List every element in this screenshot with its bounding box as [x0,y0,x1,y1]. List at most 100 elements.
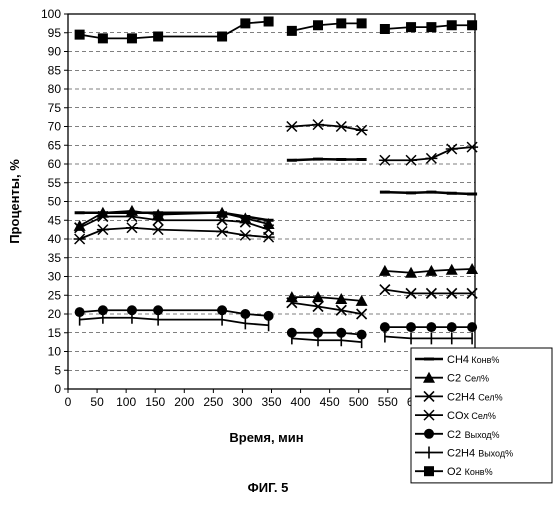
x-tick-label: 450 [320,395,340,409]
x-tick-label: 200 [174,395,194,409]
x-tick-label: 0 [65,395,72,409]
legend-label-suffix: Сел% [478,392,502,402]
series-line [385,337,472,339]
legend-label: C2 [447,373,461,385]
data-point-asterisk [97,225,109,235]
legend-label: O2 [447,466,462,478]
data-point-square [75,30,85,40]
y-tick-label: 95 [48,26,62,40]
y-tick-label: 10 [48,345,62,359]
data-point-square [98,33,108,43]
y-tick-label: 80 [48,82,62,96]
series-line [292,159,362,160]
y-ticks: 0510152025303540455055606570758085909510… [41,7,68,396]
series-line [292,23,362,31]
data-point-asterisk [126,223,138,233]
data-point-circle [467,322,477,332]
series-group [74,17,478,349]
data-point-asterisk [335,122,347,132]
data-point-square [424,466,434,476]
data-point-asterisk [466,142,478,152]
data-point-asterisk [74,234,86,244]
data-point-asterisk [286,122,298,132]
x-tick-label: 400 [291,395,311,409]
y-tick-label: 90 [48,45,62,59]
y-tick-label: 70 [48,120,62,134]
y-axis-label: Проценты, % [7,159,22,244]
y-tick-label: 40 [48,232,62,246]
data-point-asterisk [152,225,164,235]
series-line [292,297,362,301]
legend-label-suffix: Выход% [465,430,500,440]
x-tick-label: 350 [261,395,281,409]
series-asterisk [74,120,478,244]
legend: CH4Конв%C2Сел%C2H4Сел%COxСел%C2Выход%C2H… [411,348,552,483]
legend-label: COx [447,410,470,422]
x-tick-label: 550 [378,395,398,409]
x-tick-label: 250 [203,395,223,409]
data-point-square [240,18,250,28]
data-point-circle [406,322,416,332]
data-point-square [264,17,274,27]
figure-caption: ФИГ. 5 [248,480,289,495]
y-tick-label: 5 [54,363,61,377]
data-point-square [406,22,416,32]
x-tick-label: 100 [116,395,136,409]
y-tick-label: 55 [48,176,62,190]
data-point-asterisk [312,120,324,130]
series-circle [75,305,477,339]
x-tick-label: 300 [232,395,252,409]
data-point-square [287,26,297,36]
series-line [80,318,269,326]
data-point-square [380,24,390,34]
data-point-square [426,22,436,32]
y-tick-label: 35 [48,251,62,265]
y-tick-label: 65 [48,138,62,152]
data-point-asterisk [216,227,228,237]
legend-label: C2 [447,429,461,441]
legend-label: CH4 [447,354,469,366]
series-line [292,333,362,335]
data-point-circle [426,322,436,332]
data-point-asterisk [425,153,437,163]
data-point-square [336,18,346,28]
legend-label-suffix: Конв% [465,467,493,477]
legend-label-suffix: Выход% [478,449,513,459]
legend-label-suffix: Конв% [471,355,499,365]
x-axis-label: Время, мин [229,430,303,445]
legend-label-suffix: Сел% [465,374,489,384]
legend-label: C2H4 [447,448,475,460]
y-tick-label: 15 [48,326,62,340]
series-line [292,338,362,342]
data-point-square [467,20,477,30]
data-point-asterisk [446,144,458,154]
x-tick-label: 500 [349,395,369,409]
series-square [75,17,477,44]
y-tick-label: 60 [48,157,62,171]
y-tick-label: 45 [48,213,62,227]
data-point-asterisk [356,125,368,135]
data-point-asterisk [263,232,275,242]
y-tick-label: 100 [41,7,61,21]
data-point-square [357,18,367,28]
legend-label: C2H4 [447,391,475,403]
y-tick-label: 0 [54,382,61,396]
y-tick-label: 30 [48,270,62,284]
y-tick-label: 25 [48,288,62,302]
data-point-square [153,32,163,42]
series-line [292,125,362,131]
series-line [292,303,362,314]
data-point-square [447,20,457,30]
data-point-square [313,20,323,30]
x-tick-label: 50 [90,395,104,409]
data-point-circle [424,429,434,439]
y-tick-label: 85 [48,63,62,77]
x-tick-label: 150 [145,395,165,409]
data-point-square [127,33,137,43]
y-tick-label: 50 [48,195,62,209]
legend-label-suffix: Сел% [471,411,495,421]
data-point-circle [447,322,457,332]
data-point-square [217,32,227,42]
